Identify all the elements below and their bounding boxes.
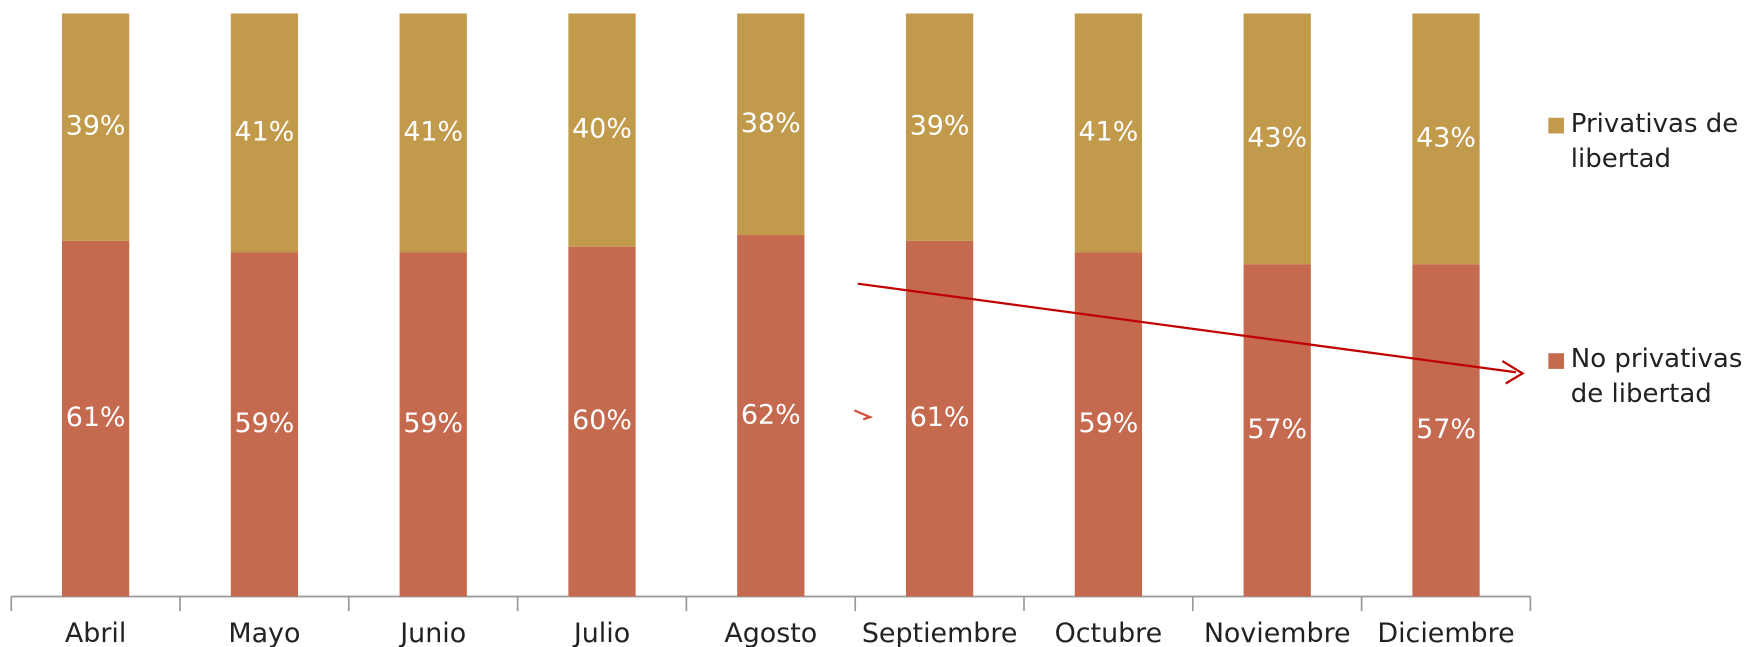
- bar-segment: [905, 240, 974, 597]
- data-label: 62%: [741, 399, 801, 430]
- bar-segment: [399, 13, 467, 253]
- data-label: 38%: [741, 108, 801, 139]
- data-label: 59%: [403, 408, 463, 439]
- arrow-head: [1501, 360, 1525, 385]
- bar-segment: [61, 13, 130, 241]
- x-tick-label: Noviembre: [1204, 618, 1351, 647]
- bar-segment: [1243, 13, 1311, 265]
- data-label: 43%: [1247, 122, 1307, 153]
- data-label: 39%: [910, 111, 970, 142]
- data-label: 57%: [1416, 414, 1476, 445]
- bar-segment: [568, 246, 636, 597]
- bar-segment: [1074, 252, 1143, 597]
- data-label: 59%: [1079, 408, 1139, 439]
- x-tick-label: Junio: [398, 618, 466, 647]
- data-label: 60%: [572, 405, 632, 436]
- x-tick-label: Abril: [65, 618, 126, 647]
- x-tick-label: Diciembre: [1377, 618, 1514, 647]
- bar-segment: [61, 240, 130, 597]
- bar-segment: [1412, 264, 1480, 597]
- x-tick-label: Julio: [572, 618, 630, 647]
- data-label: 61%: [66, 402, 126, 433]
- annotation-arrow: [857, 282, 1516, 374]
- data-label: 59%: [235, 408, 295, 439]
- bar-segment: [230, 252, 299, 597]
- data-label: 43%: [1416, 122, 1476, 153]
- legend-swatch: [1548, 117, 1565, 134]
- x-tick-label: Septiembre: [862, 618, 1018, 647]
- data-label: 40%: [572, 114, 632, 145]
- data-label: 41%: [1079, 117, 1139, 148]
- annotation-mark: [853, 409, 874, 421]
- bar-segment: [905, 13, 974, 241]
- bar-segment: [737, 235, 805, 597]
- x-tick-label: Agosto: [724, 618, 817, 647]
- x-tick-label: Mayo: [228, 618, 300, 647]
- bar-segment: [1412, 13, 1480, 265]
- bar-segment: [230, 13, 299, 253]
- legend-swatch: [1548, 353, 1565, 369]
- data-label: 41%: [235, 117, 295, 148]
- bar-segment: [399, 252, 467, 597]
- plot: Abril 61% 39% Mayo 59% 41% Junio 59% 41% Julio 60%…: [10, 13, 1565, 647]
- data-label: 61%: [910, 402, 970, 433]
- data-label: 41%: [403, 117, 463, 148]
- bar-segment: [1074, 13, 1143, 253]
- bar-segment: [737, 13, 805, 236]
- bar-segment: [568, 13, 636, 247]
- legend-label: No privativas de libertad: [1570, 343, 1743, 409]
- data-label: 39%: [66, 111, 126, 142]
- data-label: 57%: [1247, 414, 1307, 445]
- legend-label: Privativas de libertad: [1570, 108, 1739, 174]
- x-tick-label: Octubre: [1055, 618, 1163, 647]
- bar-segment: [1243, 264, 1311, 597]
